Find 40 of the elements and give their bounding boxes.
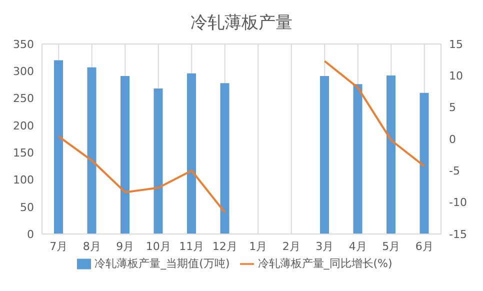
y2-tick-label: -5 [449, 164, 460, 178]
y-tick-label: 200 [13, 119, 34, 132]
bar [187, 73, 196, 234]
bar [386, 75, 396, 234]
legend-label: 冷轧薄板产量_当期值(万吨) [94, 257, 230, 270]
y-tick-label: 150 [13, 146, 34, 160]
y2-tick-label: 0 [449, 132, 456, 146]
legend-label: 冷轧薄板产量_同比增长(%) [258, 257, 392, 270]
y2-tick-label: 15 [449, 38, 463, 51]
bar [220, 83, 230, 234]
y-tick-label: 350 [13, 38, 34, 51]
x-tick-label: 4月 [348, 240, 367, 253]
y2-tick-label: -10 [449, 196, 467, 210]
y2-tick-label: 10 [449, 70, 463, 83]
x-tick-label: 9月 [116, 240, 134, 253]
x-tick-label: 11月 [179, 240, 204, 253]
x-tick-label: 1月 [249, 240, 268, 253]
x-tick-label: 7月 [50, 240, 68, 253]
bar [87, 67, 96, 234]
y-tick-label: 0 [27, 228, 34, 241]
bar [353, 84, 362, 234]
x-tick-label: 10月 [146, 240, 171, 253]
bar [320, 76, 329, 234]
x-tick-label: 6月 [415, 240, 434, 253]
bar [420, 92, 429, 234]
bar [154, 88, 163, 234]
y2-tick-label: -15 [449, 228, 467, 241]
x-tick-label: 5月 [382, 240, 400, 253]
chart-title: 冷轧薄板产量 [190, 12, 294, 35]
x-tick-label: 2月 [282, 240, 300, 253]
y-tick-label: 50 [20, 200, 34, 214]
y-tick-label: 100 [13, 174, 34, 187]
bar [54, 60, 63, 234]
x-tick-label: 8月 [82, 240, 101, 253]
y-tick-label: 250 [13, 92, 34, 106]
y-tick-label: 300 [13, 65, 34, 78]
y2-tick-label: 5 [449, 101, 456, 114]
x-tick-label: 12月 [212, 240, 238, 253]
bar [120, 76, 130, 234]
x-tick-label: 3月 [316, 240, 334, 253]
